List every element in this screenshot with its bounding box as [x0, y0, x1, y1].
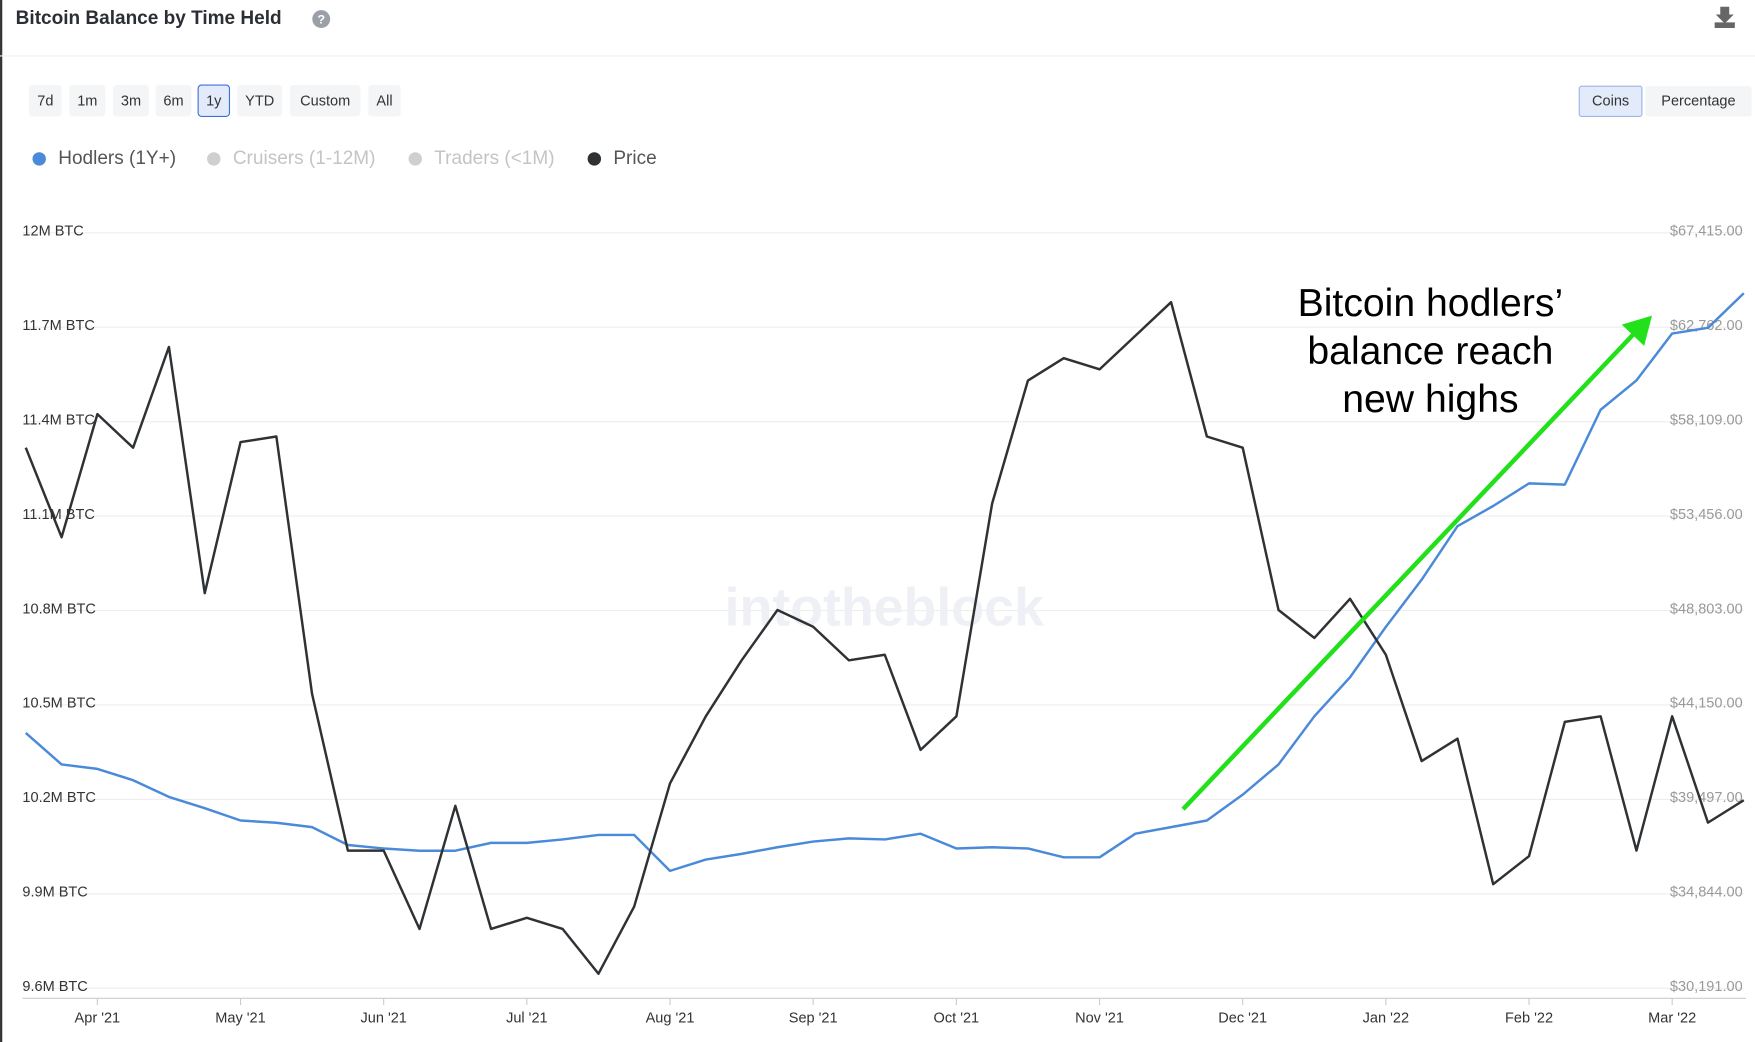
x-tick-label: Mar '22	[1648, 1010, 1696, 1026]
button-bg	[29, 85, 62, 117]
legend-item[interactable]: Price	[587, 148, 657, 169]
range-button[interactable]: 3m	[113, 85, 149, 117]
x-tick-label: May '21	[215, 1010, 265, 1026]
toggle-bg	[1578, 85, 1643, 117]
x-tick-label: Dec '21	[1218, 1010, 1267, 1026]
y-tick-label: 11.4M BTC	[22, 412, 94, 428]
button-bg	[368, 85, 401, 117]
legend-swatch	[32, 152, 46, 166]
button-bg	[237, 85, 283, 117]
y2-tick-label: $58,109.00	[1670, 412, 1743, 428]
y2-tick-label: $44,150.00	[1670, 696, 1743, 712]
legend-label: Cruisers (1-12M)	[233, 148, 376, 169]
button-label: 6m	[163, 94, 183, 110]
legend-item[interactable]: Cruisers (1-12M)	[207, 148, 375, 169]
y2-tick-label: $48,803.00	[1670, 601, 1743, 617]
y2-tick-label: $53,456.00	[1670, 507, 1743, 523]
button-bg	[197, 84, 231, 117]
button-label: All	[376, 94, 392, 110]
y-tick-label: 12M BTC	[22, 224, 83, 240]
toggle-label: Percentage	[1661, 94, 1735, 110]
y-tick-label: 9.6M BTC	[22, 979, 87, 995]
button-bg	[289, 85, 361, 117]
button-bg	[69, 85, 106, 117]
y2-tick-label: $39,497.00	[1670, 790, 1743, 806]
y2-tick-label: $30,191.00	[1670, 979, 1743, 995]
widget-title: Bitcoin Balance by Time Held	[16, 8, 282, 29]
download-icon[interactable]	[1714, 6, 1735, 28]
annotation-text: balance reach	[1307, 330, 1553, 373]
x-tick-label: Oct '21	[934, 1010, 980, 1026]
x-tick-label: Jul '21	[506, 1010, 548, 1026]
range-button[interactable]: 1y	[197, 84, 231, 117]
range-button[interactable]: 1m	[69, 85, 106, 117]
y-tick-label: 10.8M BTC	[22, 601, 95, 617]
y2-tick-label: $67,415.00	[1670, 224, 1743, 240]
watermark: intotheblock	[725, 577, 1044, 637]
legend-swatch	[587, 152, 602, 166]
help-circle	[312, 10, 331, 28]
x-tick-label: Feb '22	[1505, 1010, 1553, 1026]
range-button[interactable]: Custom	[289, 85, 361, 117]
unit-toggle[interactable]: Percentage	[1645, 86, 1752, 117]
legend-swatch	[207, 152, 221, 166]
help-glyph: ?	[317, 12, 325, 26]
x-tick-label: Apr '21	[75, 1010, 121, 1026]
button-label: 3m	[121, 94, 141, 110]
range-button[interactable]: All	[368, 85, 401, 117]
button-bg	[113, 85, 149, 117]
button-label: 7d	[37, 94, 53, 110]
y-tick-label: 10.2M BTC	[22, 790, 95, 806]
help-icon[interactable]: ?	[312, 10, 331, 28]
x-tick-label: Jun '21	[360, 1010, 406, 1026]
x-tick-label: Jan '22	[1363, 1010, 1409, 1026]
button-label: 1m	[77, 94, 97, 110]
legend-swatch	[408, 152, 422, 166]
toggle-bg	[1645, 86, 1752, 117]
series-line	[24, 292, 1745, 873]
legend-item[interactable]: Hodlers (1Y+)	[32, 148, 176, 169]
download-arrow	[1715, 6, 1734, 24]
button-label: YTD	[245, 94, 274, 110]
legend-label: Traders (<1M)	[434, 148, 554, 169]
annotation-text: new highs	[1342, 378, 1518, 421]
button-label: Custom	[300, 94, 350, 110]
annotation-text: Bitcoin hodlers’	[1298, 282, 1564, 325]
legend-label: Hodlers (1Y+)	[58, 148, 176, 169]
x-tick-label: Sep '21	[789, 1010, 838, 1026]
y-tick-label: 9.9M BTC	[22, 885, 87, 901]
y-tick-label: 11.1M BTC	[22, 507, 94, 523]
button-bg	[155, 85, 192, 117]
unit-toggle[interactable]: Coins	[1578, 85, 1643, 117]
legend-label: Price	[613, 148, 656, 169]
legend-item[interactable]: Traders (<1M)	[408, 148, 555, 169]
button-label: 1y	[206, 94, 222, 110]
arrow-shaft	[1181, 331, 1636, 811]
range-button[interactable]: 6m	[155, 85, 192, 117]
x-tick-label: Aug '21	[646, 1010, 695, 1026]
arrow-head	[1621, 315, 1653, 346]
x-tick-label: Nov '21	[1075, 1010, 1124, 1026]
download-tray	[1714, 22, 1735, 28]
y-tick-label: 11.7M BTC	[22, 318, 94, 334]
toggle-label: Coins	[1592, 94, 1629, 110]
annotation-arrow	[1181, 315, 1653, 811]
series-line	[24, 300, 1745, 975]
range-button[interactable]: 7d	[29, 85, 62, 117]
range-button[interactable]: YTD	[237, 85, 283, 117]
y-tick-label: 10.5M BTC	[22, 696, 95, 712]
y2-tick-label: $34,844.00	[1670, 885, 1743, 901]
